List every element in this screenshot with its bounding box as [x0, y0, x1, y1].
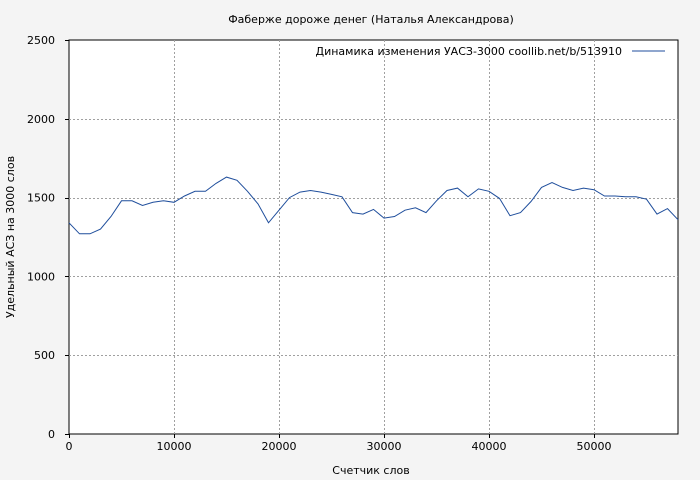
grid: [69, 40, 678, 434]
legend: Динамика изменения УАСЗ-3000 coollib.net…: [316, 45, 665, 58]
series-layer: [68, 176, 679, 235]
y-tick-label: 2000: [27, 113, 55, 126]
x-tick-label: 40000: [472, 440, 507, 453]
axis-ticks: 0 10000 20000 30000 40000 50000 0 500 1000 1500 20…: [27, 34, 612, 453]
y-axis-label: Удельный АСЗ на 3000 слов: [4, 156, 17, 318]
legend-label: Динамика изменения УАСЗ-3000 coollib.net…: [316, 45, 623, 58]
y-tick-label: 1500: [27, 192, 55, 205]
plot-area: [68, 39, 679, 435]
x-tick-label: 20000: [262, 440, 297, 453]
y-tick-label: 0: [48, 428, 55, 441]
x-tick-label: 50000: [577, 440, 612, 453]
y-tick-label: 2500: [27, 34, 55, 47]
series-line: [68, 176, 679, 235]
x-tick-label: 0: [66, 440, 73, 453]
x-tick-label: 10000: [157, 440, 192, 453]
x-tick-label: 30000: [367, 440, 402, 453]
chart-title: Фаберже дороже денег (Наталья Александро…: [228, 13, 514, 26]
x-axis-label: Счетчик слов: [332, 464, 409, 477]
y-tick-label: 500: [34, 349, 55, 362]
y-tick-label: 1000: [27, 270, 55, 283]
